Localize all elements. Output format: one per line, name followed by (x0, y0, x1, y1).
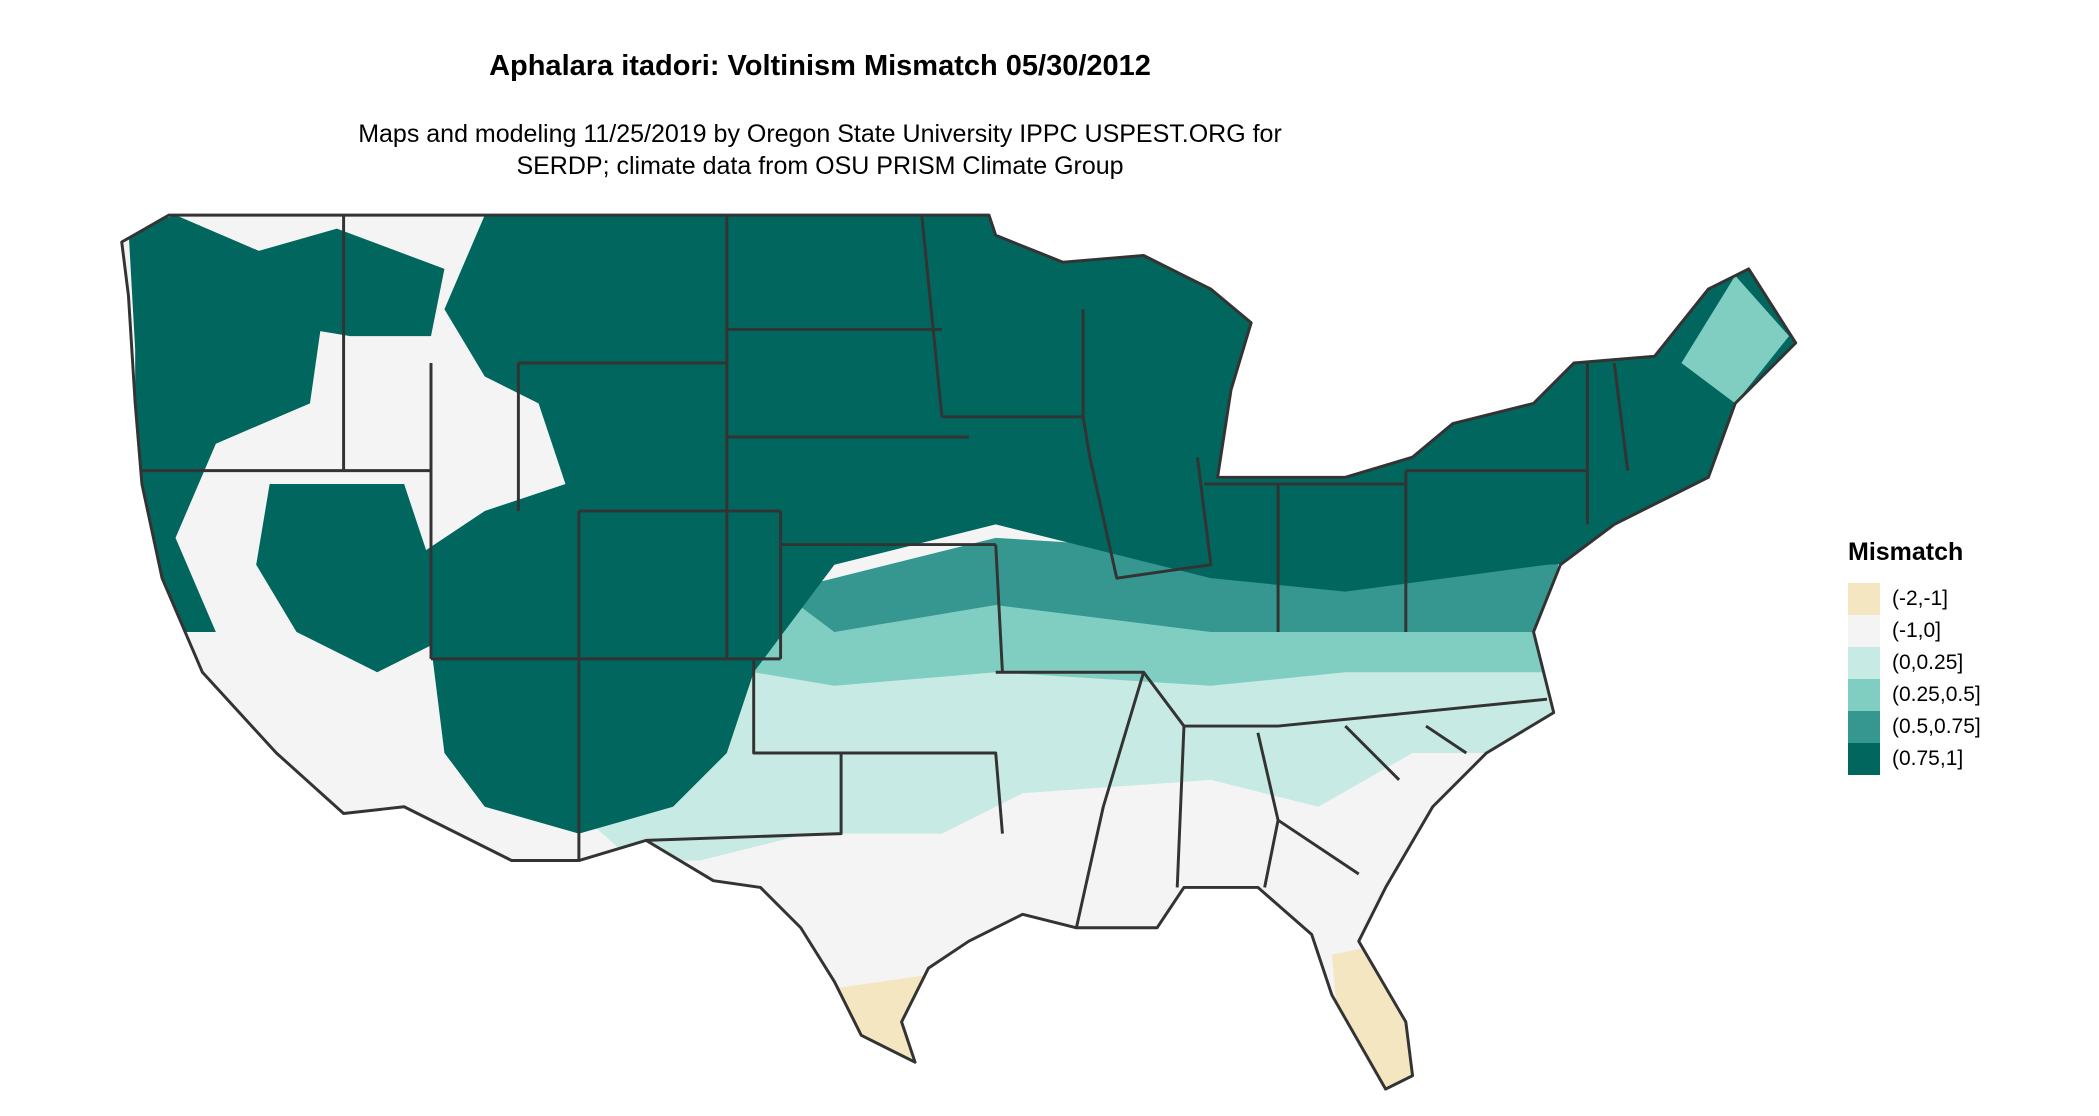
map-subtitle: Maps and modeling 11/25/2019 by Oregon S… (0, 118, 1640, 182)
legend-label: (-1,0] (1892, 619, 1942, 642)
state-borders (120, 213, 1798, 1091)
legend-item: (0.75,1] (1848, 743, 1981, 775)
legend-item: (0.25,0.5] (1848, 679, 1981, 711)
legend-swatch (1848, 615, 1880, 647)
legend-label: (0,0.25] (1892, 651, 1964, 674)
region-0-025 (511, 631, 1561, 861)
legend-item: (0.5,0.75] (1848, 711, 1981, 743)
legend-label: (0.25,0.5] (1892, 683, 1981, 706)
legend-item: (0,0.25] (1848, 647, 1981, 679)
region-075-1 (404, 215, 1796, 834)
legend-item: (-1,0] (1848, 615, 1981, 647)
legend-swatch (1848, 647, 1880, 679)
legend-label: (0.75,1] (1892, 747, 1964, 770)
legend-label: (-2,-1] (1892, 587, 1949, 610)
legend-item: (-2,-1] (1848, 583, 1981, 615)
subtitle-line-2: SERDP; climate data from OSU PRISM Clima… (516, 152, 1124, 180)
region-075-1-great-basin (256, 484, 431, 673)
legend-swatch (1848, 679, 1880, 711)
legend-title: Mismatch (1848, 538, 1964, 566)
legend-swatch (1848, 583, 1880, 615)
map-title: Aphalara itadori: Voltinism Mismatch 05/… (489, 50, 1151, 82)
legend-label: (0.5,0.75] (1892, 715, 1981, 738)
legend-swatch (1848, 743, 1880, 775)
region-025-05-maine (1681, 275, 1790, 404)
legend: Mismatch (-2,-1] (-1,0] (0,0.25] (0.25,0.5]… (1848, 538, 1981, 775)
subtitle-line-1: Maps and modeling 11/25/2019 by Oregon S… (358, 120, 1282, 148)
legend-swatch (1848, 711, 1880, 743)
